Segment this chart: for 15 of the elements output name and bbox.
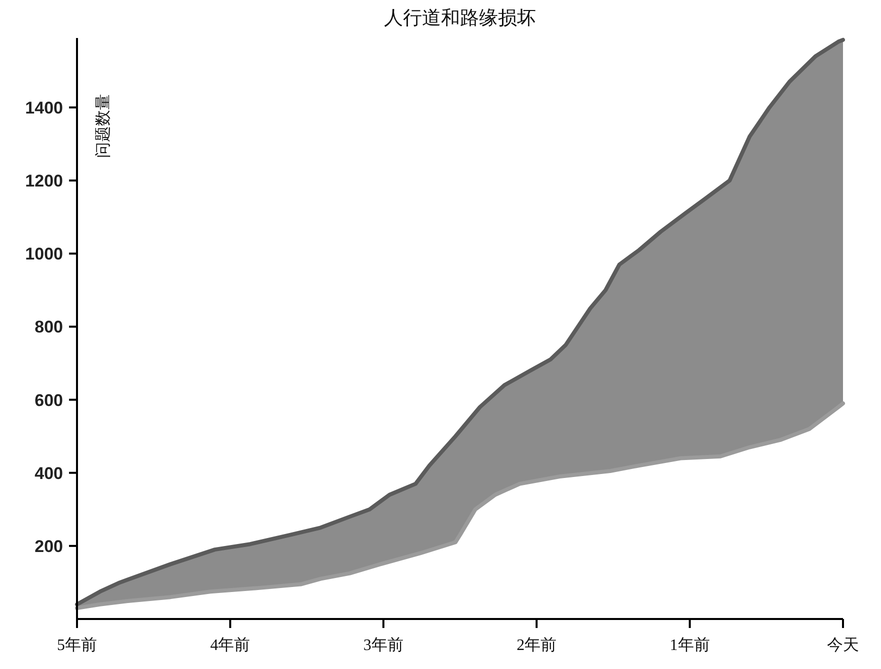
y-tick-label: 200 [34, 536, 63, 556]
y-tick-label: 800 [34, 318, 63, 337]
y-axis-title: 问题数量 [94, 94, 112, 158]
y-tick-label: 600 [34, 390, 63, 410]
y-tick-label: 400 [34, 464, 63, 483]
y-tick-label: 1400 [25, 98, 63, 118]
chart-title: 人行道和路缘损坏 [384, 8, 536, 29]
y-tick-label: 1000 [25, 244, 63, 264]
x-tick-label: 3年前 [363, 636, 404, 654]
x-tick-label: 5年前 [57, 636, 97, 654]
x-tick-label: 2年前 [516, 636, 557, 654]
x-tick-label: 4年前 [210, 636, 250, 654]
y-tick-label: 1200 [25, 172, 63, 191]
x-tick-label: 1年前 [670, 636, 710, 654]
x-tick-label: 今天 [827, 637, 859, 654]
